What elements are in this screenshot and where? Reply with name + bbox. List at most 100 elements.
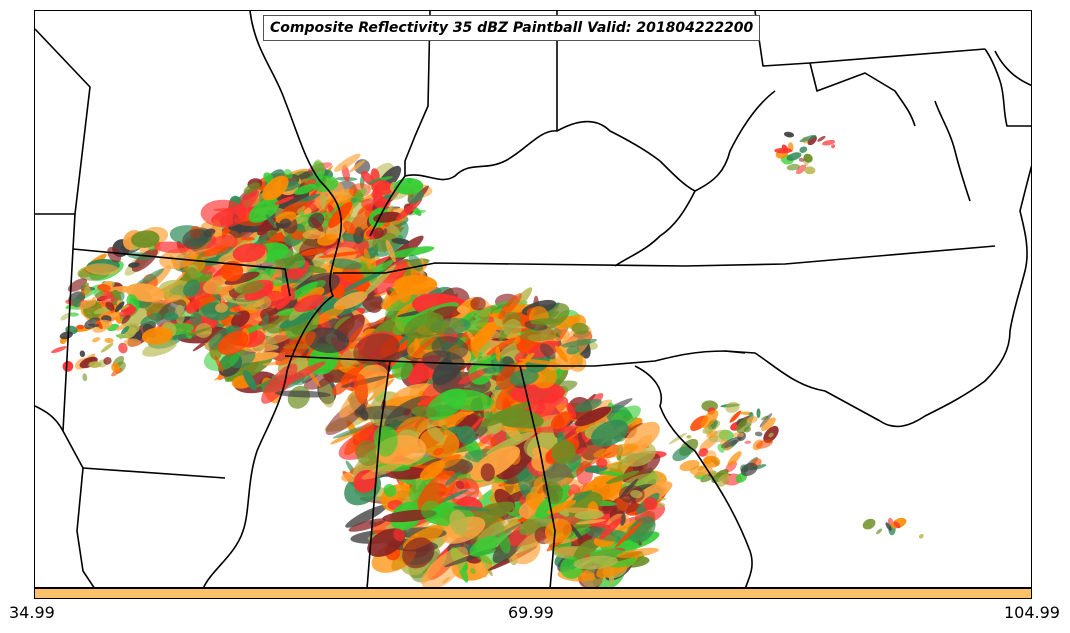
reflectivity-blob [551, 440, 576, 465]
reflectivity-blob [519, 326, 563, 342]
reflectivity-blob [368, 178, 382, 184]
reflectivity-blob [746, 416, 758, 424]
reflectivity-blob [544, 518, 572, 543]
reflectivity-blob [72, 297, 81, 308]
reflectivity-blob [628, 516, 656, 543]
reflectivity-blob [111, 363, 121, 373]
reflectivity-blob [274, 277, 302, 283]
reflectivity-blob [604, 461, 624, 468]
reflectivity-blob [574, 452, 612, 472]
map-frame [34, 10, 1032, 588]
reflectivity-blob [605, 470, 640, 484]
reflectivity-blob [393, 274, 438, 295]
reflectivity-blob [408, 254, 423, 272]
reflectivity-blob [68, 312, 79, 317]
reflectivity-blob [199, 245, 230, 257]
reflectivity-blob [274, 390, 331, 398]
reflectivity-blob [82, 282, 90, 288]
reflectivity-blob [795, 164, 807, 175]
reflectivity-blob [470, 296, 486, 311]
reflectivity-blob [393, 528, 405, 542]
reflectivity-blob [141, 327, 174, 345]
reflectivity-blob [470, 567, 476, 575]
reflectivity-blob [302, 229, 325, 240]
reflectivity-blob [262, 175, 289, 201]
colorbar [34, 588, 1032, 599]
reflectivity-blob [498, 531, 511, 554]
reflectivity-blob [88, 323, 100, 327]
reflectivity-blob [530, 318, 560, 325]
reflectivity-blob [720, 436, 742, 449]
reflectivity-blob [59, 331, 73, 340]
reflectivity-blob [575, 519, 606, 525]
reflectivity-blob [237, 189, 259, 214]
reflectivity-blob [105, 301, 115, 311]
colorbar-tick-left: 34.99 [9, 603, 55, 622]
reflectivity-blob [822, 139, 836, 146]
reflectivity-blob [100, 342, 114, 353]
reflectivity-blob [630, 490, 643, 499]
reflectivity-blob [67, 278, 87, 293]
reflectivity-blob [590, 419, 629, 447]
reflectivity-blob [540, 429, 557, 449]
reflectivity-blob [332, 188, 354, 202]
reflectivity-blob [439, 424, 447, 432]
reflectivity-blob [885, 522, 892, 531]
reflectivity-blob [290, 230, 306, 241]
reflectivity-blob [643, 497, 657, 510]
reflectivity-blob [354, 159, 371, 175]
reflectivity-blob [82, 373, 88, 382]
reflectivity-blob [266, 248, 306, 269]
reflectivity-blob [279, 311, 315, 329]
reflectivity-blob [174, 304, 186, 324]
reflectivity-blob [449, 509, 468, 535]
reflectivity-blob [310, 216, 324, 232]
reflectivity-blob [104, 337, 114, 344]
reflectivity-blob [698, 448, 709, 457]
reflectivity-blob [385, 295, 419, 318]
reflectivity-blob [275, 211, 297, 224]
reflectivity-blob [241, 236, 255, 241]
reflectivity-blob [115, 324, 127, 331]
reflectivity-blob [235, 281, 265, 295]
reflectivity-blob [774, 147, 792, 154]
reflectivity-blob [353, 227, 364, 244]
reflectivity-blob [274, 196, 294, 205]
reflectivity-blob [576, 460, 594, 485]
reflectivity-blob [783, 131, 795, 138]
reflectivity-blob [679, 460, 700, 472]
reflectivity-blob [333, 291, 368, 310]
colorbar-tick-mid: 69.99 [508, 603, 554, 622]
reflectivity-blob [183, 279, 201, 297]
reflectivity-blob [232, 243, 266, 263]
reflectivity-blob [363, 248, 372, 271]
reflectivity-blob [732, 432, 744, 438]
reflectivity-blob [248, 198, 280, 223]
map-title: Composite Reflectivity 35 dBZ Paintball … [263, 15, 761, 41]
reflectivity-blob [214, 355, 224, 373]
reflectivity-blob [329, 258, 362, 270]
reflectivity-blob [96, 320, 103, 329]
reflectivity-blob [131, 230, 160, 248]
reflectivity-blob [128, 262, 140, 268]
reflectivity-blob [121, 325, 130, 335]
reflectivity-blob [118, 333, 123, 340]
reflectivity-blob [93, 289, 104, 298]
reflectivity-blob [431, 336, 469, 360]
reflectivity-blob [635, 481, 673, 505]
reflectivity-blob [85, 263, 120, 275]
reflectivity-blob [395, 198, 423, 221]
reflectivity-blob [215, 302, 228, 313]
reflectivity-blob [541, 454, 582, 484]
reflectivity-blob [289, 281, 318, 300]
reflectivity-blob [786, 163, 800, 171]
reflectivity-blob [304, 327, 350, 354]
reflectivity-blob [390, 287, 395, 293]
reflectivity-blob [385, 239, 396, 263]
reflectivity-blob [571, 322, 589, 335]
reflectivity-blob [574, 510, 604, 520]
reflectivity-blob [65, 305, 70, 310]
reflectivity-blob [372, 227, 384, 239]
reflectivity-blob [729, 410, 742, 423]
reflectivity-blob [417, 470, 457, 512]
